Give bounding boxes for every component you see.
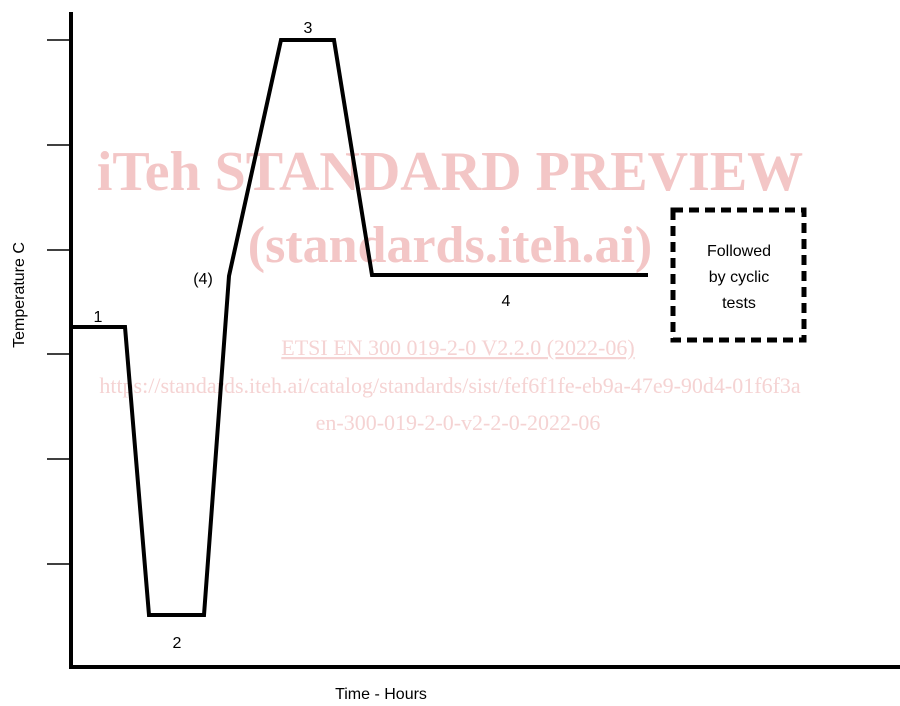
x-axis-label: Time - Hours <box>335 686 427 703</box>
watermark-title: iTeh STANDARD PREVIEW <box>97 141 803 203</box>
watermark-site: (standards.iteh.ai) <box>248 217 652 274</box>
watermark-standard-link: ETSI EN 300 019-2-0 V2.2.0 (2022-06) <box>281 335 634 360</box>
box-text-line-2: by cyclic <box>709 269 769 286</box>
y-axis-label: Temperature C <box>11 242 28 348</box>
box-text-line-1: Followed <box>707 243 771 260</box>
cyclic-tests-box <box>670 207 807 343</box>
segment-label-2: 2 <box>173 635 182 652</box>
segment-label-4-paren: (4) <box>193 271 213 288</box>
watermark-catalog-url: https://standards.iteh.ai/catalog/standa… <box>99 373 801 398</box>
segment-label-1: 1 <box>94 309 103 326</box>
watermark: iTeh STANDARD PREVIEW (standards.iteh.ai… <box>97 141 803 435</box>
box-text-line-3: tests <box>722 295 756 312</box>
y-ticks <box>47 39 71 565</box>
watermark-slug: en-300-019-2-0-v2-2-0-2022-06 <box>316 410 601 435</box>
temperature-profile-line <box>71 38 648 617</box>
segment-label-4: 4 <box>502 293 511 310</box>
segment-label-3: 3 <box>304 20 313 37</box>
